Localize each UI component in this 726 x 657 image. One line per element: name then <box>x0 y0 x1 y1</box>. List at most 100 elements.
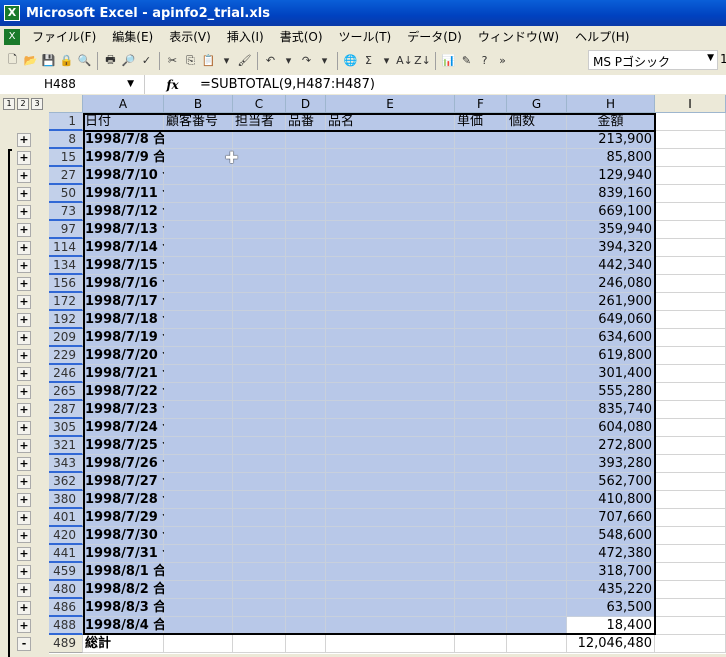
cell[interactable] <box>507 635 567 653</box>
cell[interactable] <box>507 329 567 347</box>
cell[interactable] <box>326 599 455 617</box>
cell[interactable] <box>286 635 326 653</box>
cell[interactable]: 1998/8/4 合計 <box>83 617 180 635</box>
cell[interactable] <box>326 455 455 473</box>
row-header[interactable]: 114 <box>49 239 83 257</box>
cell[interactable] <box>286 401 326 419</box>
cell[interactable] <box>655 275 726 293</box>
cell[interactable] <box>233 527 286 545</box>
cell[interactable] <box>507 167 567 185</box>
cell[interactable] <box>286 563 326 581</box>
cell[interactable]: 1998/7/16 合計 <box>83 275 189 293</box>
cell[interactable] <box>233 149 286 167</box>
expand-group-button[interactable]: + <box>17 259 31 273</box>
cell[interactable] <box>455 185 507 203</box>
expand-group-button[interactable]: + <box>17 331 31 345</box>
cell[interactable] <box>326 329 455 347</box>
cell[interactable]: 1998/7/25 合計 <box>83 437 189 455</box>
expand-group-button[interactable]: + <box>17 493 31 507</box>
drawing-icon[interactable]: ✎ <box>461 54 472 67</box>
cell[interactable] <box>455 545 507 563</box>
cell[interactable] <box>286 437 326 455</box>
cell[interactable] <box>164 239 233 257</box>
expand-group-button[interactable]: + <box>17 169 31 183</box>
cell[interactable] <box>286 167 326 185</box>
cell[interactable] <box>164 293 233 311</box>
cell[interactable] <box>507 455 567 473</box>
column-header[interactable]: D <box>286 95 326 113</box>
cell[interactable]: 1998/8/3 合計 <box>83 599 180 617</box>
cell[interactable]: 品名 <box>326 113 455 131</box>
cell[interactable] <box>326 275 455 293</box>
cell[interactable] <box>233 239 286 257</box>
expand-group-button[interactable]: + <box>17 529 31 543</box>
cell[interactable] <box>233 383 286 401</box>
cell[interactable] <box>326 185 455 203</box>
cell[interactable] <box>655 401 726 419</box>
cell[interactable] <box>286 329 326 347</box>
cell[interactable] <box>455 437 507 455</box>
cell[interactable] <box>507 275 567 293</box>
undo-icon[interactable]: ↶ <box>265 54 276 67</box>
cell[interactable] <box>326 221 455 239</box>
row-header[interactable]: 343 <box>49 455 83 473</box>
cell[interactable]: 1998/7/8 合計 <box>83 131 180 149</box>
expand-group-button[interactable]: + <box>17 385 31 399</box>
cell[interactable]: 顧客番号 <box>164 113 233 131</box>
row-header[interactable]: 172 <box>49 293 83 311</box>
cell[interactable] <box>655 221 726 239</box>
cell[interactable] <box>655 239 726 257</box>
cell[interactable]: 担当者 <box>233 113 286 131</box>
cell[interactable]: 707,660 <box>567 509 655 527</box>
expand-group-button[interactable]: + <box>17 619 31 633</box>
expand-group-button[interactable]: + <box>17 295 31 309</box>
cell[interactable] <box>455 149 507 167</box>
cell[interactable] <box>326 617 455 635</box>
cell[interactable] <box>655 527 726 545</box>
expand-group-button[interactable]: + <box>17 133 31 147</box>
row-header[interactable]: 459 <box>49 563 83 581</box>
cell[interactable] <box>326 167 455 185</box>
font-select[interactable]: MS Pゴシック ▼ <box>588 50 718 70</box>
cell[interactable] <box>455 329 507 347</box>
cell[interactable] <box>164 365 233 383</box>
cell[interactable] <box>326 419 455 437</box>
cell[interactable] <box>286 239 326 257</box>
cell[interactable]: 359,940 <box>567 221 655 239</box>
cell[interactable] <box>286 545 326 563</box>
cell[interactable] <box>326 527 455 545</box>
cell[interactable] <box>655 347 726 365</box>
cell[interactable] <box>455 239 507 257</box>
cell[interactable] <box>286 455 326 473</box>
cell[interactable]: 総計 <box>83 635 164 653</box>
column-header[interactable]: F <box>455 95 507 113</box>
cell[interactable] <box>164 311 233 329</box>
cell[interactable]: 435,220 <box>567 581 655 599</box>
cell[interactable]: 個数 <box>507 113 567 131</box>
cell[interactable]: 442,340 <box>567 257 655 275</box>
cell[interactable] <box>233 275 286 293</box>
row-header[interactable]: 156 <box>49 275 83 293</box>
cell[interactable] <box>507 203 567 221</box>
cell[interactable] <box>164 617 233 635</box>
cell[interactable] <box>655 437 726 455</box>
cell[interactable]: 1998/7/10 合計 <box>83 167 189 185</box>
workbook-icon[interactable]: X <box>4 28 20 45</box>
outline-level-button[interactable]: 3 <box>31 98 43 110</box>
cell[interactable]: 619,800 <box>567 347 655 365</box>
cell[interactable] <box>326 293 455 311</box>
cell[interactable]: 1998/7/15 合計 <box>83 257 189 275</box>
expand-group-button[interactable]: + <box>17 151 31 165</box>
cell[interactable] <box>233 221 286 239</box>
cell[interactable] <box>286 293 326 311</box>
cell[interactable] <box>455 203 507 221</box>
cell[interactable]: 301,400 <box>567 365 655 383</box>
cell[interactable] <box>164 509 233 527</box>
cell[interactable] <box>286 473 326 491</box>
dropdown-icon[interactable]: ▾ <box>223 54 230 67</box>
cell[interactable] <box>233 365 286 383</box>
cell[interactable]: 839,160 <box>567 185 655 203</box>
cell[interactable] <box>507 473 567 491</box>
cell[interactable] <box>507 401 567 419</box>
cell[interactable] <box>233 185 286 203</box>
